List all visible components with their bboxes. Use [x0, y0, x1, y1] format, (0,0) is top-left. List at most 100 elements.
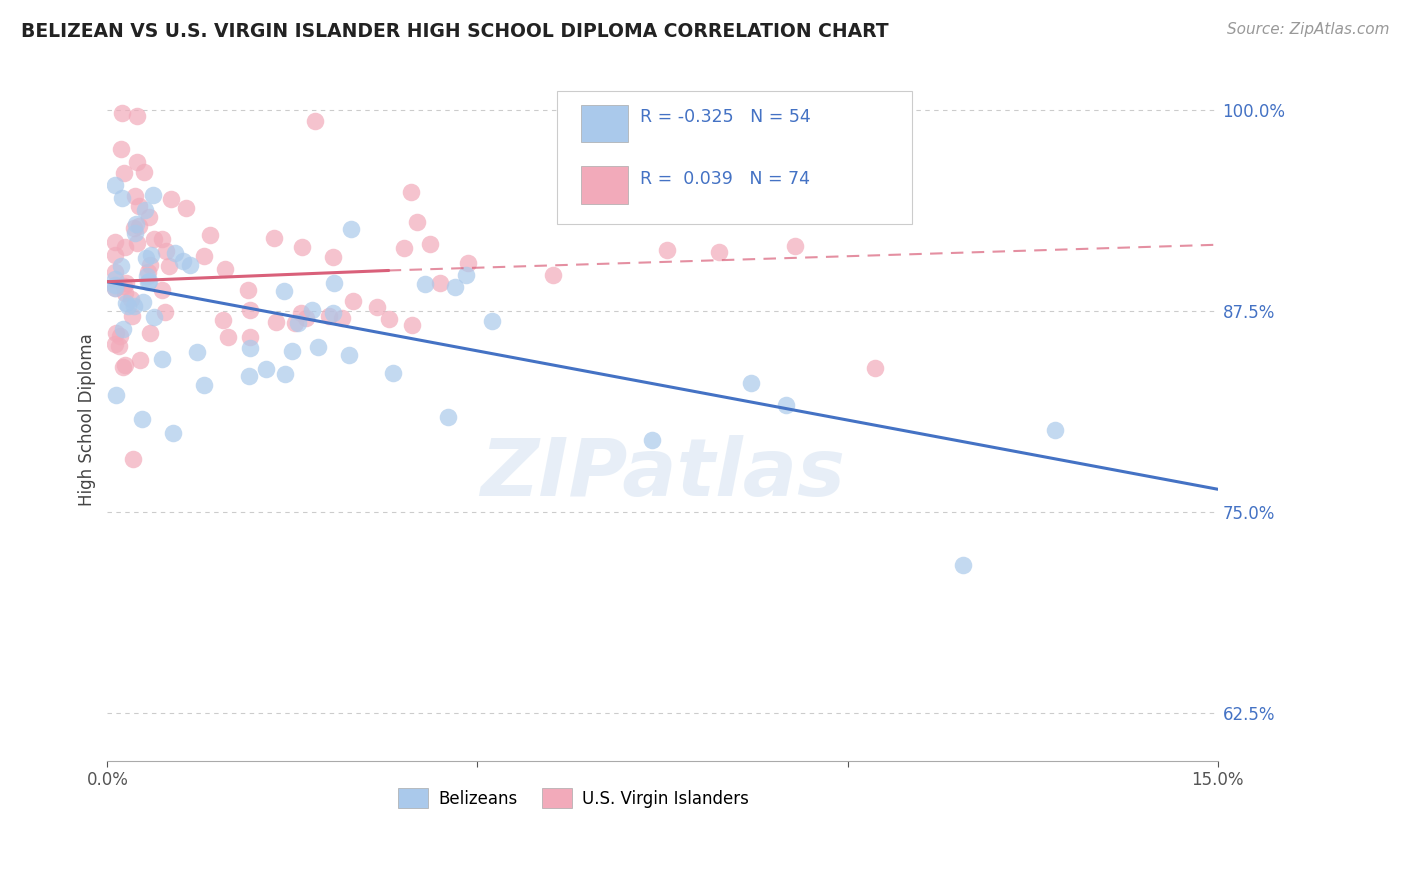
Point [214, 262, 236, 277]
Point [114, 358, 136, 372]
Point [740, 376, 762, 390]
Point [657, 244, 679, 258]
Point [174, 202, 197, 216]
Point [138, 210, 160, 224]
Point [163, 245, 186, 260]
Point [162, 425, 184, 440]
Point [104, 265, 127, 279]
Text: Source: ZipAtlas.com: Source: ZipAtlas.com [1226, 22, 1389, 37]
Point [193, 249, 215, 263]
Point [481, 314, 503, 328]
Point [382, 366, 405, 380]
Point [112, 279, 135, 293]
Point [115, 276, 138, 290]
Point [274, 368, 297, 382]
Point [239, 302, 262, 317]
Point [429, 277, 451, 291]
Point [332, 310, 354, 325]
Point [124, 299, 146, 313]
Point [138, 326, 160, 340]
Point [150, 283, 173, 297]
Point [454, 268, 477, 282]
Point [254, 362, 277, 376]
Point [114, 286, 136, 301]
Point [127, 155, 149, 169]
Point [287, 316, 309, 330]
Point [264, 315, 287, 329]
Point [131, 412, 153, 426]
Point [212, 313, 235, 327]
FancyBboxPatch shape [582, 104, 628, 143]
Point [143, 310, 166, 324]
Point [111, 322, 134, 336]
Point [337, 348, 360, 362]
Point [641, 434, 664, 448]
Point [419, 236, 441, 251]
Point [150, 232, 173, 246]
Point [134, 202, 156, 217]
Point [186, 345, 208, 359]
Point [783, 239, 806, 253]
Point [125, 109, 148, 123]
Text: ZIPatlas: ZIPatlas [479, 435, 845, 513]
Point [399, 185, 422, 199]
Point [155, 244, 177, 258]
Point [138, 274, 160, 288]
Point [295, 311, 318, 326]
Point [110, 191, 132, 205]
Point [104, 281, 127, 295]
Point [115, 296, 138, 310]
FancyBboxPatch shape [582, 166, 628, 204]
Point [142, 232, 165, 246]
Y-axis label: High School Diploma: High School Diploma [79, 333, 96, 506]
Point [291, 240, 314, 254]
Point [121, 452, 143, 467]
Point [129, 353, 152, 368]
Point [284, 316, 307, 330]
Point [366, 300, 388, 314]
Point [112, 166, 135, 180]
Point [775, 398, 797, 412]
Point [406, 214, 429, 228]
Point [238, 369, 260, 384]
Point [134, 165, 156, 179]
Legend: Belizeans, U.S. Virgin Islanders: Belizeans, U.S. Virgin Islanders [391, 781, 756, 814]
Point [239, 330, 262, 344]
Point [120, 293, 142, 307]
Point [322, 250, 344, 264]
Point [128, 219, 150, 233]
Text: R =  0.039   N = 74: R = 0.039 N = 74 [640, 169, 810, 187]
Point [124, 189, 146, 203]
Point [217, 330, 239, 344]
FancyBboxPatch shape [557, 91, 912, 225]
Point [290, 306, 312, 320]
Point [200, 227, 222, 242]
Point [709, 244, 731, 259]
Point [104, 178, 127, 192]
Point [1043, 423, 1066, 437]
Text: R = -0.325   N = 54: R = -0.325 N = 54 [640, 108, 811, 126]
Point [105, 326, 128, 340]
Point [238, 283, 260, 297]
Point [308, 340, 330, 354]
Point [104, 337, 127, 351]
Point [323, 276, 346, 290]
Point [157, 259, 180, 273]
Point [124, 226, 146, 240]
Point [110, 328, 132, 343]
Point [281, 343, 304, 358]
Point [952, 558, 974, 572]
Text: BELIZEAN VS U.S. VIRGIN ISLANDER HIGH SCHOOL DIPLOMA CORRELATION CHART: BELIZEAN VS U.S. VIRGIN ISLANDER HIGH SC… [21, 22, 889, 41]
Point [125, 217, 148, 231]
Point [150, 351, 173, 366]
Point [304, 114, 326, 128]
Point [142, 188, 165, 202]
Point [111, 359, 134, 374]
Point [128, 198, 150, 212]
Point [444, 280, 467, 294]
Point [121, 310, 143, 324]
Point [273, 285, 295, 299]
Point [104, 388, 127, 402]
Point [179, 258, 201, 272]
Point [342, 293, 364, 308]
